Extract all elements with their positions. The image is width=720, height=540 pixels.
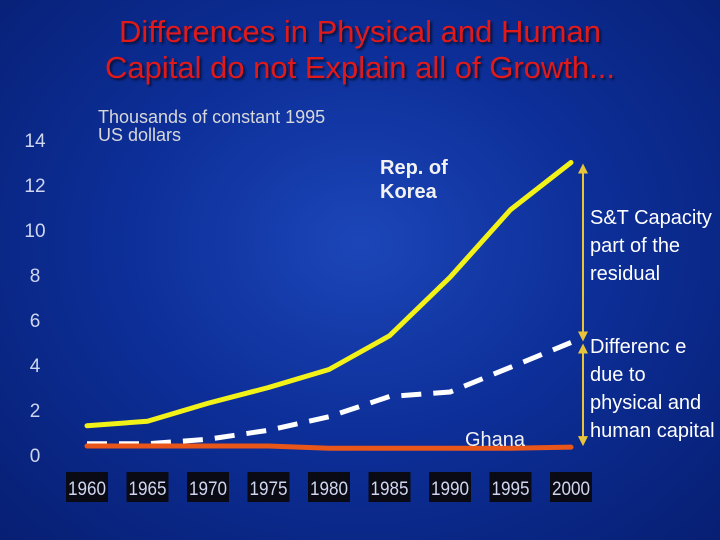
st-capacity-label: S&T Capacity part of the residual [590, 207, 712, 285]
x-tick-box [489, 472, 532, 502]
st-capacity-arrow-head-bottom [578, 331, 588, 342]
x-tick-label: 2000 [552, 479, 590, 500]
x-tick-label: 1995 [492, 479, 530, 500]
y-tick-label: 14 [24, 131, 46, 152]
x-tick-box [429, 472, 471, 502]
x-tick-box [368, 472, 411, 502]
y-tick-label: 4 [30, 356, 41, 377]
ghana-label: Ghana [465, 429, 526, 451]
difference-arrow-head-bottom [578, 436, 588, 447]
x-tick-label: 1960 [68, 479, 106, 500]
x-tick-label: 1975 [250, 479, 288, 500]
x-tick-label: 1980 [310, 479, 348, 500]
x-tick-label: 1965 [129, 479, 167, 500]
x-tick-label: 1970 [189, 479, 227, 500]
ghana-series-line [84, 443, 574, 451]
korea-label: Rep. of Korea [380, 157, 448, 203]
difference-arrow-head-top [578, 343, 588, 354]
y-tick-label: 12 [24, 176, 45, 197]
x-tick-label: 1990 [431, 479, 469, 500]
y-tick-label: 10 [24, 221, 45, 242]
y-tick-label: 8 [30, 266, 41, 287]
x-tick-box [308, 472, 350, 502]
title-line-1: Differences in Physical and Human [119, 14, 601, 49]
x-tick-box [550, 472, 592, 502]
chart-title: Differences in Physical and Human Capita… [0, 14, 720, 86]
difference-label: Differenc e due to physical and human ca… [590, 336, 715, 442]
x-tick-box [187, 472, 229, 502]
dashed-series-line [87, 340, 572, 447]
x-tick-box [126, 472, 169, 502]
x-tick-box [66, 472, 108, 502]
title-line-2: Capital do not Explain all of Growth... [104, 50, 616, 85]
y-tick-label: 2 [30, 401, 41, 422]
korea-series-line [84, 160, 574, 429]
x-tick-label: 1985 [371, 479, 409, 500]
y-tick-label: 0 [30, 446, 41, 467]
st-capacity-arrow-head-top [578, 163, 588, 174]
y-tick-label: 6 [30, 311, 41, 332]
unit-label: Thousands of constant 1995 US dollars [98, 107, 326, 145]
x-tick-box [247, 472, 290, 502]
